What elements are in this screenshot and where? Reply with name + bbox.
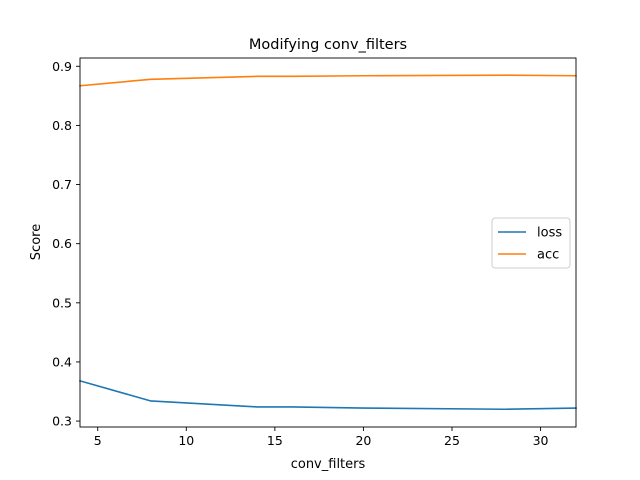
y-tick-label: 0.5	[52, 295, 72, 310]
x-tick-label: 25	[444, 433, 460, 448]
series-line-loss	[79, 379, 577, 411]
x-tick-label: 20	[355, 433, 371, 448]
x-tick-label: 10	[178, 433, 194, 448]
chart-title: Modifying conv_filters	[249, 37, 407, 53]
y-axis-label: Score	[29, 224, 44, 260]
y-tick-label: 0.4	[52, 354, 72, 369]
y-tick-label: 0.6	[52, 236, 72, 251]
axes-frame	[79, 57, 577, 428]
series-line-acc	[79, 74, 577, 87]
legend: loss acc	[491, 217, 571, 269]
y-tick-label: 0.3	[52, 414, 72, 429]
y-tick-label: 0.9	[52, 59, 72, 74]
x-tick-label: 30	[533, 433, 549, 448]
plot-area: 5 10 15 20 25 30 0.3 0.4 0.5 0.6 0.7 0.8 0.9	[52, 57, 577, 448]
x-tick-label: 15	[267, 433, 283, 448]
legend-box	[491, 217, 571, 269]
x-tick-label: 5	[94, 433, 102, 448]
x-axis-label: conv_filters	[291, 457, 366, 472]
y-tick-label: 0.8	[52, 118, 72, 133]
legend-label-loss: loss	[537, 226, 562, 241]
y-tick-label: 0.7	[52, 177, 72, 192]
legend-label-acc: acc	[537, 248, 559, 263]
